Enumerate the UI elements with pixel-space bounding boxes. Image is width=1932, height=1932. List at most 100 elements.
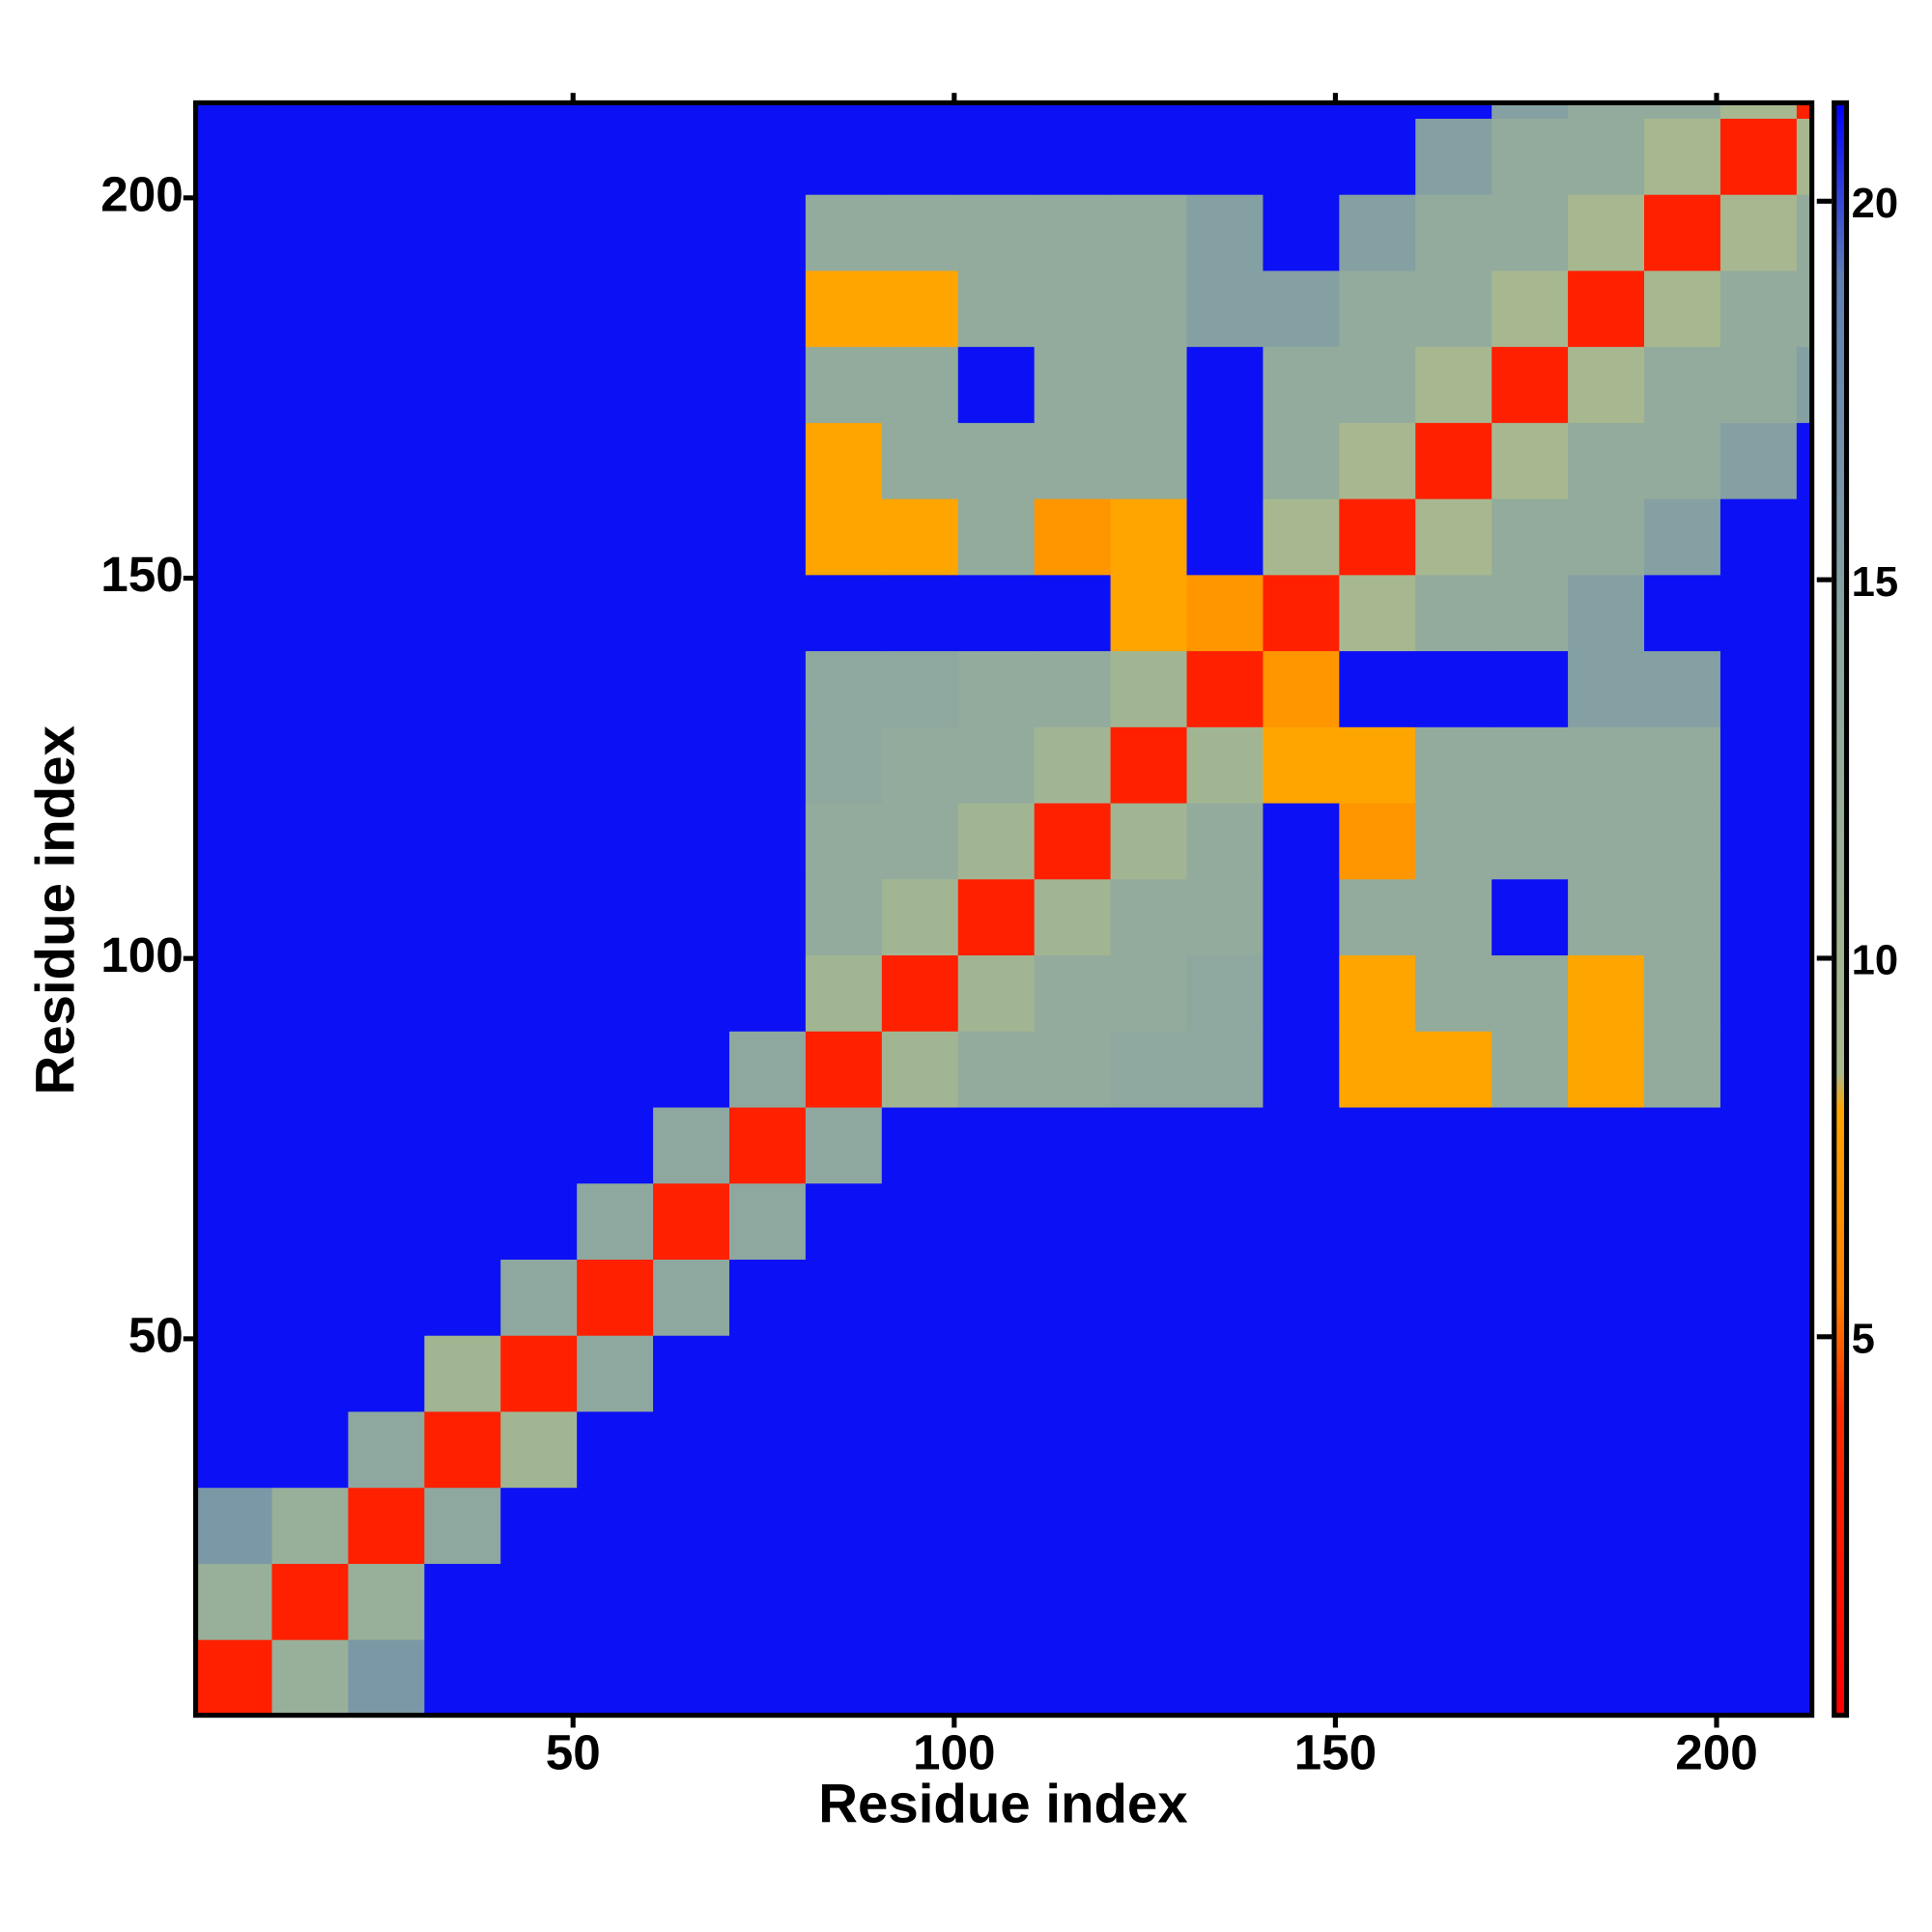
heatmap-cell — [1339, 802, 1417, 880]
heatmap-cell — [500, 574, 578, 652]
heatmap-cell — [805, 1334, 883, 1412]
heatmap-cell — [195, 1563, 273, 1640]
heatmap-cell — [1415, 1410, 1492, 1489]
heatmap-cell — [805, 422, 883, 499]
heatmap-cell — [1644, 878, 1721, 956]
heatmap-cell — [1415, 346, 1492, 423]
heatmap-cell — [1415, 1563, 1492, 1640]
heatmap-cell — [1034, 574, 1112, 652]
heatmap-cell — [1034, 802, 1112, 880]
heatmap-cell — [1796, 497, 1813, 576]
heatmap-cell — [1034, 497, 1112, 576]
heatmap-cell — [271, 1182, 350, 1260]
heatmap-cell — [728, 1106, 807, 1184]
heatmap-cell — [728, 1334, 807, 1412]
heatmap-cell — [1263, 1182, 1341, 1260]
heatmap-cell — [348, 422, 426, 499]
heatmap-cell — [881, 1638, 959, 1717]
heatmap-cell — [728, 497, 807, 576]
heatmap-cell — [577, 102, 654, 119]
heatmap-cell — [1644, 346, 1721, 423]
heatmap-cell — [881, 1182, 959, 1260]
heatmap-cell — [1034, 1487, 1112, 1564]
heatmap-cell — [271, 878, 350, 956]
heatmap-cell — [653, 1487, 730, 1564]
heatmap-cell — [1568, 574, 1645, 652]
heatmap-cell — [1796, 1182, 1813, 1260]
heatmap-cell — [500, 650, 578, 727]
heatmap-cell — [805, 802, 883, 880]
y-axis-label: Residue index — [24, 725, 85, 1094]
heatmap-cell — [577, 1031, 654, 1108]
heatmap-cell — [728, 422, 807, 499]
heatmap-cell — [500, 1410, 578, 1489]
heatmap-cell — [1034, 1182, 1112, 1260]
heatmap-cell — [1568, 1410, 1645, 1489]
heatmap-cell — [1186, 1106, 1264, 1184]
heatmap-cell — [728, 802, 807, 880]
heatmap-cell — [1492, 1410, 1569, 1489]
heatmap-cell — [1110, 422, 1188, 499]
heatmap-cell — [577, 574, 654, 652]
heatmap-cell — [1415, 1638, 1492, 1717]
heatmap-cell — [1644, 1031, 1721, 1108]
heatmap-cell — [1034, 118, 1112, 195]
heatmap-cell — [1492, 422, 1569, 499]
heatmap-cell — [348, 1106, 426, 1184]
heatmap-cell — [348, 1031, 426, 1108]
heatmap-cell — [195, 1182, 273, 1260]
heatmap-cell — [1796, 102, 1813, 119]
heatmap-cell — [1568, 102, 1645, 119]
heatmap-cell — [577, 1106, 654, 1184]
heatmap-cell — [1796, 346, 1813, 423]
heatmap-cell — [348, 1182, 426, 1260]
heatmap-cell — [424, 118, 502, 195]
heatmap-cell — [271, 1031, 350, 1108]
heatmap-cell — [1415, 1259, 1492, 1336]
heatmap-cell — [195, 1334, 273, 1412]
colorbar-tick-label: 20 — [1852, 181, 1898, 227]
heatmap-cell — [1644, 1182, 1721, 1260]
heatmap-cell — [1263, 102, 1341, 119]
heatmap-cell — [1110, 346, 1188, 423]
heatmap-cell — [1644, 497, 1721, 576]
heatmap-cell — [348, 102, 426, 119]
heatmap-cell — [500, 1106, 578, 1184]
heatmap-cell — [1110, 878, 1188, 956]
heatmap-cell — [1263, 1487, 1341, 1564]
heatmap-cell — [805, 650, 883, 727]
heatmap-cell — [1339, 497, 1417, 576]
heatmap-cell — [881, 346, 959, 423]
heatmap-cell — [1719, 102, 1798, 119]
heatmap-cell — [1796, 574, 1813, 652]
heatmap-cell — [1263, 422, 1341, 499]
heatmap-cell — [1263, 954, 1341, 1032]
heatmap-cell — [653, 650, 730, 727]
heatmap-cell — [271, 193, 350, 271]
heatmap-cell — [577, 1182, 654, 1260]
heatmap-cell — [653, 1259, 730, 1336]
heatmap-cell — [500, 497, 578, 576]
heatmap-cell — [1186, 102, 1264, 119]
heatmap-cell — [1415, 1031, 1492, 1108]
heatmap-cell — [271, 1410, 350, 1489]
heatmap-cell — [195, 574, 273, 652]
heatmap-cell — [957, 1106, 1036, 1184]
heatmap-cell — [271, 650, 350, 727]
heatmap-cell — [577, 1259, 654, 1336]
heatmap-cell — [805, 1563, 883, 1640]
heatmap-cell — [1339, 726, 1417, 804]
heatmap-cell — [881, 193, 959, 271]
heatmap-cell — [500, 878, 578, 956]
heatmap-cell — [1644, 1259, 1721, 1336]
heatmap-cell — [1568, 118, 1645, 195]
heatmap-cell — [1644, 1638, 1721, 1717]
heatmap-cell — [1263, 878, 1341, 956]
heatmap-cell — [1492, 270, 1569, 348]
heatmap-cell — [1719, 1106, 1798, 1184]
heatmap-cell — [1186, 1487, 1264, 1564]
x-tick-label: 200 — [1675, 1724, 1758, 1779]
y-tick-label: 150 — [100, 547, 184, 602]
heatmap-cell — [1263, 118, 1341, 195]
heatmap-cell — [653, 1563, 730, 1640]
